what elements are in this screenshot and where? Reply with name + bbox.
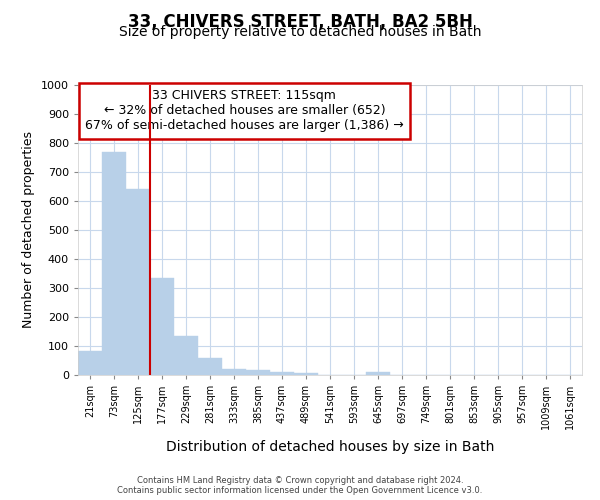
Bar	[198, 358, 222, 375]
Bar	[174, 336, 198, 375]
Bar	[78, 351, 102, 375]
Bar	[222, 368, 246, 375]
Text: Distribution of detached houses by size in Bath: Distribution of detached houses by size …	[166, 440, 494, 454]
Y-axis label: Number of detached properties: Number of detached properties	[22, 132, 35, 328]
Bar	[126, 190, 150, 375]
Bar	[102, 152, 126, 375]
Bar	[294, 373, 318, 375]
Text: 33, CHIVERS STREET, BATH, BA2 5BH: 33, CHIVERS STREET, BATH, BA2 5BH	[128, 12, 472, 30]
Bar	[270, 372, 294, 375]
Bar	[150, 278, 174, 375]
Text: 33 CHIVERS STREET: 115sqm
← 32% of detached houses are smaller (652)
67% of semi: 33 CHIVERS STREET: 115sqm ← 32% of detac…	[85, 90, 404, 132]
Bar	[246, 370, 270, 375]
Text: Size of property relative to detached houses in Bath: Size of property relative to detached ho…	[119, 25, 481, 39]
Text: Contains HM Land Registry data © Crown copyright and database right 2024.
Contai: Contains HM Land Registry data © Crown c…	[118, 476, 482, 495]
Bar	[366, 372, 390, 375]
